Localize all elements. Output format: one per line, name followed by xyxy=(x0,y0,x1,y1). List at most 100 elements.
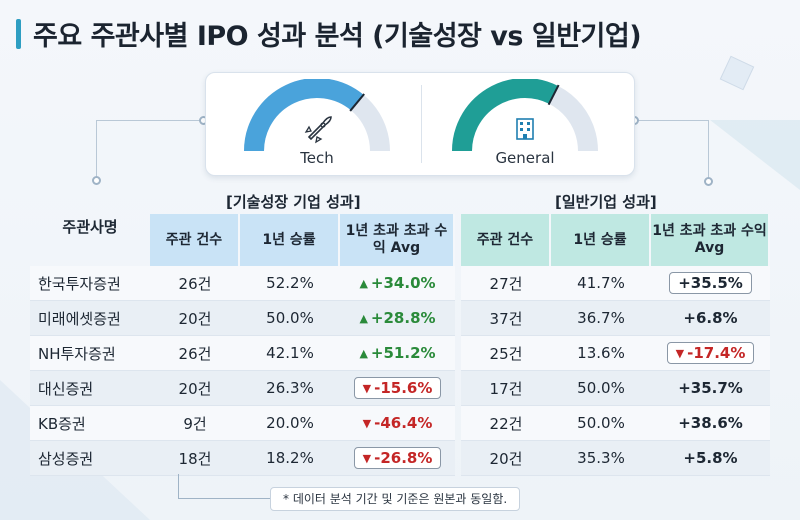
general-excess-return: ▼ -17.4% xyxy=(651,336,770,371)
triangle-up-icon: ▲ xyxy=(359,312,368,325)
general-excess-value: +35.5% xyxy=(678,274,743,292)
performance-table: 주관사명 주관 건수 1년 승률 1년 초과 초과 수익 Avg 주관 건수 1… xyxy=(30,214,770,476)
general-win-rate: 13.6% xyxy=(551,336,651,371)
tech-excess-value-wrap: ▲ +51.2% xyxy=(359,344,435,362)
tech-excess-value: -26.8% xyxy=(374,449,433,467)
tech-excess-value-wrap: ▼ -26.8% xyxy=(353,447,442,469)
general-win-rate: 50.0% xyxy=(551,406,651,441)
general-excess-return: +38.6% xyxy=(651,406,770,441)
tech-excess-value-wrap: ▲ +34.0% xyxy=(359,274,435,292)
tech-excess-value: +28.8% xyxy=(370,309,436,327)
gauge-general-label: General xyxy=(495,149,555,167)
general-count: 25건 xyxy=(461,336,551,371)
background-cube xyxy=(719,55,755,91)
tech-excess-return: ▲ +28.8% xyxy=(340,301,455,336)
triangle-down-icon: ▼ xyxy=(362,382,372,395)
triangle-down-icon: ▼ xyxy=(362,452,372,465)
table-row: 대신증권 20건 26.3% ▼ -15.6% 17건 50.0% +35.7% xyxy=(30,371,770,406)
tech-excess-value: +34.0% xyxy=(370,274,436,292)
triangle-down-icon: ▼ xyxy=(675,347,685,360)
table-row: 한국투자증권 26건 52.2% ▲ +34.0% 27건 41.7% +35.5% xyxy=(30,266,770,301)
triangle-down-icon: ▼ xyxy=(362,417,372,430)
tech-excess-value: -15.6% xyxy=(374,379,433,397)
gauge-divider xyxy=(421,85,422,163)
table-row: 삼성증권 18건 18.2% ▼ -26.8% 20건 35.3% +5.8% xyxy=(30,441,770,476)
tech-count: 18건 xyxy=(150,441,240,476)
column-header-general-win: 1년 승률 xyxy=(551,214,651,266)
company-name: KB증권 xyxy=(30,406,150,441)
general-excess-return: +5.8% xyxy=(651,441,770,476)
column-header-general-excess: 1년 초과 초과 수익 Avg xyxy=(651,214,770,266)
tech-count: 9건 xyxy=(150,406,240,441)
section-label-tech: [기술성장 기업 성과] xyxy=(226,193,361,211)
tech-win-rate: 18.2% xyxy=(240,441,340,476)
company-name: 대신증권 xyxy=(30,371,150,406)
company-name: 미래에셋증권 xyxy=(30,301,150,336)
tech-excess-return: ▲ +51.2% xyxy=(340,336,455,371)
rocket-icon xyxy=(304,116,332,144)
column-header-tech-count: 주관 건수 xyxy=(150,214,240,266)
connector-line xyxy=(708,120,709,182)
general-count: 22건 xyxy=(461,406,551,441)
general-count: 37건 xyxy=(461,301,551,336)
tech-win-rate: 52.2% xyxy=(240,266,340,301)
company-name: 삼성증권 xyxy=(30,441,150,476)
gauge-general: General xyxy=(450,79,600,171)
tech-excess-return: ▼ -26.8% xyxy=(340,441,455,476)
general-excess-value-wrap: +35.7% xyxy=(678,379,743,397)
general-count: 20건 xyxy=(461,441,551,476)
general-count: 27건 xyxy=(461,266,551,301)
connector-line xyxy=(96,120,97,180)
table-row: NH투자증권 26건 42.1% ▲ +51.2% 25건 13.6% ▼ -17.4% xyxy=(30,336,770,371)
general-win-rate: 50.0% xyxy=(551,371,651,406)
connector-dot xyxy=(92,176,101,185)
general-excess-value: +5.8% xyxy=(683,449,738,467)
footnote-connector xyxy=(178,474,179,499)
connector-line xyxy=(635,120,709,121)
tech-count: 20건 xyxy=(150,301,240,336)
connector-dot xyxy=(704,177,713,186)
general-excess-return: +35.5% xyxy=(651,266,770,301)
triangle-up-icon: ▲ xyxy=(359,277,368,290)
general-excess-value: +6.8% xyxy=(683,309,738,327)
connector-line xyxy=(96,120,205,121)
tech-win-rate: 20.0% xyxy=(240,406,340,441)
page-title-wrap: 주요 주관사별 IPO 성과 분석 (기술성장 vs 일반기업) xyxy=(16,14,642,53)
table-row: 미래에셋증권 20건 50.0% ▲ +28.8% 37건 36.7% +6.8% xyxy=(30,301,770,336)
company-name: 한국투자증권 xyxy=(30,266,150,301)
column-header-general-count: 주관 건수 xyxy=(461,214,551,266)
page-title: 주요 주관사별 IPO 성과 분석 (기술성장 vs 일반기업) xyxy=(33,21,642,52)
general-win-rate: 36.7% xyxy=(551,301,651,336)
column-header-company: 주관사명 xyxy=(62,218,118,236)
general-excess-value-wrap: +38.6% xyxy=(678,414,743,432)
gauge-tech-arc xyxy=(244,79,390,152)
performance-table-wrap: 주관사명 주관 건수 1년 승률 1년 초과 초과 수익 Avg 주관 건수 1… xyxy=(30,214,770,476)
general-excess-return: +6.8% xyxy=(651,301,770,336)
general-excess-value: +38.6% xyxy=(678,414,743,432)
general-excess-return: +35.7% xyxy=(651,371,770,406)
general-excess-value-wrap: ▼ -17.4% xyxy=(666,342,755,364)
tech-win-rate: 26.3% xyxy=(240,371,340,406)
general-excess-value-wrap: +35.5% xyxy=(669,272,752,294)
general-excess-value: +35.7% xyxy=(678,379,743,397)
general-excess-value: -17.4% xyxy=(687,344,746,362)
footnote-connector xyxy=(178,498,270,499)
gauge-card: Tech General xyxy=(205,72,635,176)
tech-count: 26건 xyxy=(150,266,240,301)
tech-excess-return: ▼ -46.4% xyxy=(340,406,455,441)
tech-excess-value-wrap: ▲ +28.8% xyxy=(359,309,435,327)
company-name: NH투자증권 xyxy=(30,336,150,371)
building-icon xyxy=(516,118,534,140)
footnote: * 데이터 분석 기간 및 기준은 원본과 동일함. xyxy=(270,487,521,511)
tech-excess-value: +51.2% xyxy=(370,344,436,362)
gauge-general-arc xyxy=(452,79,598,152)
tech-win-rate: 50.0% xyxy=(240,301,340,336)
tech-excess-value: -46.4% xyxy=(374,414,433,432)
tech-count: 20건 xyxy=(150,371,240,406)
tech-count: 26건 xyxy=(150,336,240,371)
column-header-tech-excess: 1년 초과 초과 수익 Avg xyxy=(340,214,455,266)
gauge-tech-label: Tech xyxy=(300,149,334,167)
general-win-rate: 41.7% xyxy=(551,266,651,301)
triangle-up-icon: ▲ xyxy=(359,347,368,360)
table-row: KB증권 9건 20.0% ▼ -46.4% 22건 50.0% +38.6% xyxy=(30,406,770,441)
